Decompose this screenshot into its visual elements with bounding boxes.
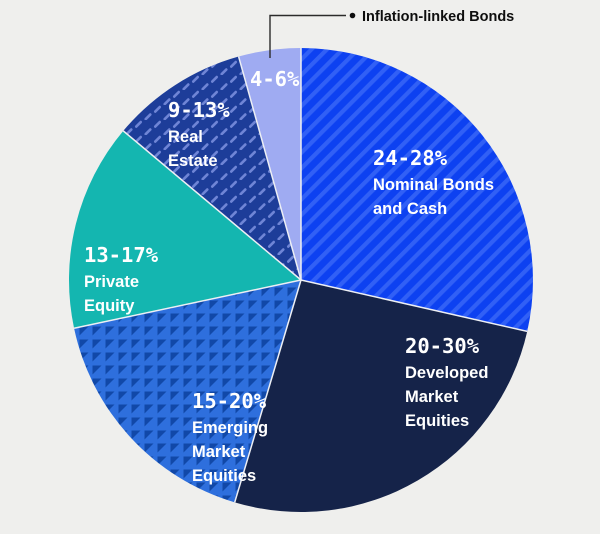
emerging-market-equities-label-line: Market [192, 443, 246, 461]
emerging-market-equities-label-line: Equities [192, 467, 256, 485]
real-estate-label-line: Estate [168, 152, 218, 170]
real-estate-label-line: Real [168, 128, 203, 146]
slice-separator [237, 56, 302, 281]
emerging-market-equities-label-line: Emerging [192, 419, 268, 437]
developed-market-equities-label-line: Market [405, 388, 459, 406]
emerging-market-equities-slice [74, 280, 301, 503]
private-equity-label-line: Equity [84, 297, 135, 315]
nominal-bonds-and-cash-slice [301, 48, 534, 332]
emerging-market-equities-range-label: 15-20% [192, 389, 267, 413]
slice-separator [73, 279, 302, 329]
callout-connector-line [269, 14, 346, 58]
nominal-bonds-and-cash-label-line: and Cash [373, 200, 447, 218]
slice-separator [234, 279, 302, 503]
real-estate-slice [123, 56, 302, 281]
developed-market-equities-label-line: Developed [405, 364, 488, 382]
inflation-linked-bonds-range-label: 4-6% [250, 67, 300, 91]
slice-separator [122, 130, 302, 281]
private-equity-range-label: 13-17% [84, 243, 159, 267]
developed-market-equities-label-line: Equities [405, 412, 469, 430]
nominal-bonds-and-cash-range-label: 24-28% [373, 146, 448, 170]
slice-separator [300, 279, 528, 333]
private-equity-slice [69, 130, 301, 329]
developed-market-equities-range-label: 20-30% [405, 334, 480, 358]
callout-bullet-icon [349, 12, 356, 19]
callout-label: Inflation-linked Bonds [362, 9, 514, 25]
developed-market-equities-slice [234, 280, 528, 513]
nominal-bonds-and-cash-label-line: Nominal Bonds [373, 176, 494, 194]
real-estate-range-label: 9-13% [168, 98, 230, 122]
private-equity-label-line: Private [84, 273, 139, 291]
